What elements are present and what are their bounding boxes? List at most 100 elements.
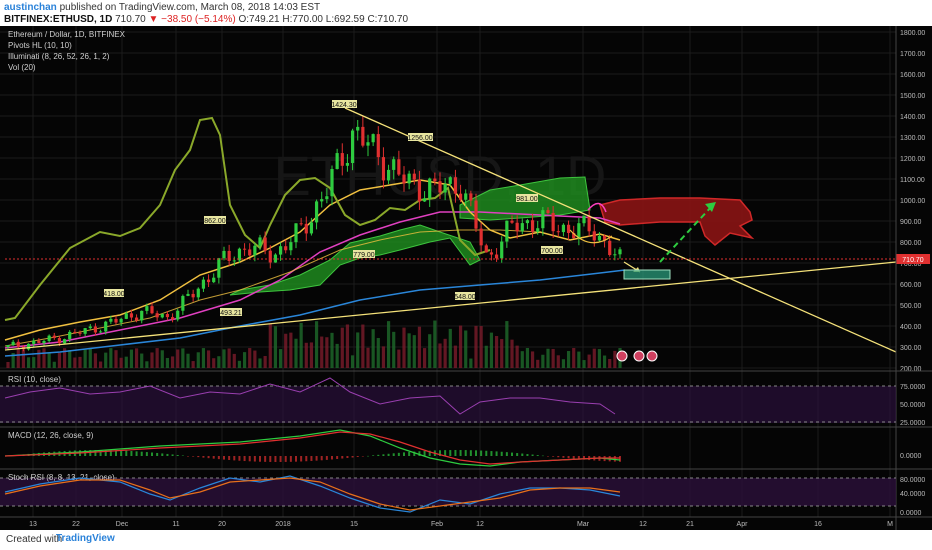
candle-body — [453, 177, 458, 194]
candle-body — [469, 193, 473, 201]
time-tick: 20 — [218, 521, 226, 528]
volume-bar — [366, 347, 370, 368]
candle-body — [242, 248, 247, 250]
volume-bar — [392, 331, 396, 368]
volume-bar — [561, 359, 566, 368]
candle-body — [386, 169, 391, 181]
volume-bar — [150, 352, 154, 368]
candle-body — [273, 254, 278, 263]
volume-bar — [587, 354, 591, 368]
target-zone-box — [623, 269, 671, 280]
candle-body — [134, 317, 139, 321]
price-tick: 200.00 — [900, 366, 922, 373]
volume-bar — [469, 358, 473, 368]
volume-bar — [129, 349, 134, 368]
chart-area[interactable]: ETHUSD, 1D 1424.30 1256.00 862.00 — [0, 26, 932, 530]
macd-bar — [259, 456, 261, 462]
candle-body — [530, 220, 535, 232]
candle-body — [520, 223, 524, 232]
legend-title: Ethereum / Dollar, 1D, BITFINEX — [8, 30, 126, 39]
svg-text:40.0000: 40.0000 — [900, 491, 925, 498]
candle-body — [78, 332, 82, 334]
candle-body — [505, 220, 509, 242]
ma-magenta-line — [4, 211, 621, 349]
volume-bar — [345, 324, 350, 368]
volume-bar — [26, 357, 31, 368]
author-link[interactable]: austinchan — [4, 2, 57, 13]
volume-bar — [119, 357, 123, 368]
volume-bar — [145, 361, 149, 368]
macd-bar — [295, 456, 297, 462]
candle-body — [129, 313, 134, 318]
time-tick: 11 — [172, 521, 179, 528]
candle-body — [109, 318, 113, 322]
macd-bar — [320, 456, 323, 461]
volume-bar — [37, 349, 41, 368]
volume-bar — [196, 352, 200, 368]
volume-bar — [417, 326, 422, 368]
volume-bar — [402, 327, 406, 368]
pivot-label: 418.00 — [103, 291, 125, 298]
tradingview-logo[interactable]: TradingView — [56, 533, 115, 544]
candle-body — [237, 248, 242, 261]
macd-bar — [269, 456, 272, 462]
candle-body — [268, 250, 272, 263]
volume-bar — [83, 349, 87, 368]
volume-bar — [433, 320, 437, 368]
candle-body — [140, 310, 144, 321]
volume-bar — [541, 354, 545, 368]
macd-bar — [505, 452, 508, 456]
candle-body — [83, 328, 87, 334]
volume-bar — [577, 351, 581, 368]
macd-bar — [541, 455, 544, 457]
candle-body — [150, 306, 154, 314]
candle-body — [340, 153, 344, 166]
pivot-label: 981.00 — [516, 196, 538, 203]
volume-bar — [428, 334, 432, 368]
candle-body — [170, 317, 175, 320]
price-chart[interactable]: ETHUSD, 1D 1424.30 1256.00 862.00 — [0, 26, 932, 530]
macd-bar — [372, 455, 375, 456]
candle-body — [37, 340, 41, 344]
candle-body — [407, 173, 411, 184]
created-with-label: Created with — [6, 534, 63, 545]
macd-bar — [351, 456, 354, 458]
macd-bar — [176, 454, 179, 456]
macd-bar — [469, 450, 472, 456]
volume-bar — [68, 350, 72, 368]
pivot-label: 548.00 — [454, 294, 476, 301]
volume-bar — [320, 336, 324, 368]
volume-bar — [114, 350, 118, 368]
candle-body — [253, 245, 257, 256]
candle-body — [428, 178, 432, 199]
volume-bar — [155, 348, 159, 368]
macd-bar — [562, 456, 565, 458]
arrow-head-up-icon — [705, 202, 716, 212]
macd-bar — [382, 454, 385, 456]
candle-body — [320, 199, 324, 202]
macd-bar — [500, 451, 503, 456]
price-axis[interactable]: 1800.00 1700.00 1600.00 1500.00 1400.00 1300.… — [900, 30, 925, 373]
candle-body — [438, 181, 442, 193]
volume-bar — [412, 335, 416, 368]
macd-bar — [310, 456, 313, 461]
volume-bar — [489, 332, 494, 368]
candle-body — [479, 228, 483, 246]
volume-bar — [525, 348, 530, 368]
price-tick: 700.00 — [900, 261, 922, 268]
macd-bar — [217, 456, 220, 460]
candle-body — [47, 335, 51, 342]
volume-bar — [350, 355, 355, 368]
volume-bar — [556, 355, 560, 368]
time-axis[interactable]: 13 22 Dec 11 20 2018 15 Feb 12 Mar 12 21 Apr 16 M — [29, 521, 893, 528]
candle-body — [42, 341, 46, 344]
last-price: 710.70 — [115, 14, 146, 25]
time-tick: 12 — [639, 521, 647, 528]
candle-body — [196, 288, 200, 298]
volume-bar — [98, 361, 103, 368]
volume-bar — [438, 343, 442, 368]
candle-body — [494, 254, 499, 259]
volume-bar — [104, 352, 108, 368]
volume-bar — [381, 346, 386, 368]
symbol-label[interactable]: BITFINEX:ETHUSD, 1D — [4, 14, 113, 25]
